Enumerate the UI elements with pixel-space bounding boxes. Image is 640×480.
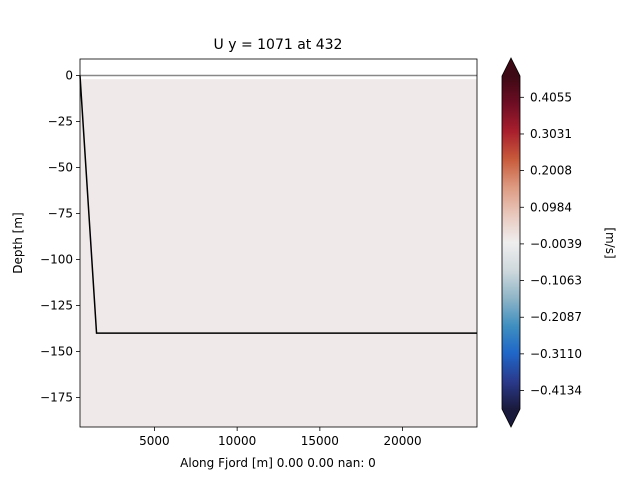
chart-title: U y = 1071 at 432 — [214, 37, 343, 53]
x-axis-label: Along Fjord [m] 0.00 0.00 nan: 0 — [180, 456, 376, 470]
x-tick-label: 10000 — [218, 434, 256, 448]
colorbar-tick-label: −0.0039 — [530, 237, 582, 251]
colorbar-tick-label: −0.4134 — [530, 384, 582, 398]
velocity-field — [80, 79, 477, 428]
colorbar-tick-label: −0.2087 — [530, 310, 582, 324]
colorbar-tick-label: −0.1063 — [530, 274, 582, 288]
x-axis-ticks: 5000 10000 15000 20000 — [139, 427, 422, 448]
colorbar-tick-label: 0.4055 — [530, 90, 572, 104]
colorbar-tick-label: 0.0984 — [530, 200, 572, 214]
x-tick-label: 15000 — [301, 434, 339, 448]
colorbar: 0.4055 0.3031 0.2008 0.0984 −0.0039 −0.1063 −0… — [501, 57, 582, 428]
colorbar-extend-max — [502, 58, 520, 76]
y-axis-ticks: 0 −25 −50 −75 −100 −125 −150 −175 — [40, 69, 80, 405]
y-axis-label: Depth [m] — [11, 212, 25, 273]
colorbar-tick-label: −0.3110 — [530, 347, 582, 361]
colorbar-outline — [501, 57, 521, 428]
y-tick-label: −75 — [48, 207, 73, 221]
x-tick-label: 5000 — [139, 434, 170, 448]
y-tick-label: −125 — [40, 299, 73, 313]
y-tick-label: 0 — [65, 69, 73, 83]
y-tick-label: −150 — [40, 345, 73, 359]
colorbar-tick-label: 0.3031 — [530, 127, 572, 141]
y-tick-label: −25 — [48, 115, 73, 129]
colorbar-ticks: 0.4055 0.3031 0.2008 0.0984 −0.0039 −0.1063 −0… — [520, 90, 582, 398]
colorbar-gradient — [502, 76, 520, 409]
colorbar-label: [m/s] — [603, 227, 617, 258]
y-tick-label: −175 — [40, 391, 73, 405]
y-tick-label: −100 — [40, 253, 73, 267]
plot-frame — [79, 58, 478, 428]
colorbar-tick-label: 0.2008 — [530, 164, 572, 178]
y-tick-label: −50 — [48, 161, 73, 175]
bathymetry-line — [79, 75, 477, 334]
x-tick-label: 20000 — [383, 434, 421, 448]
colorbar-extend-min — [502, 409, 520, 427]
